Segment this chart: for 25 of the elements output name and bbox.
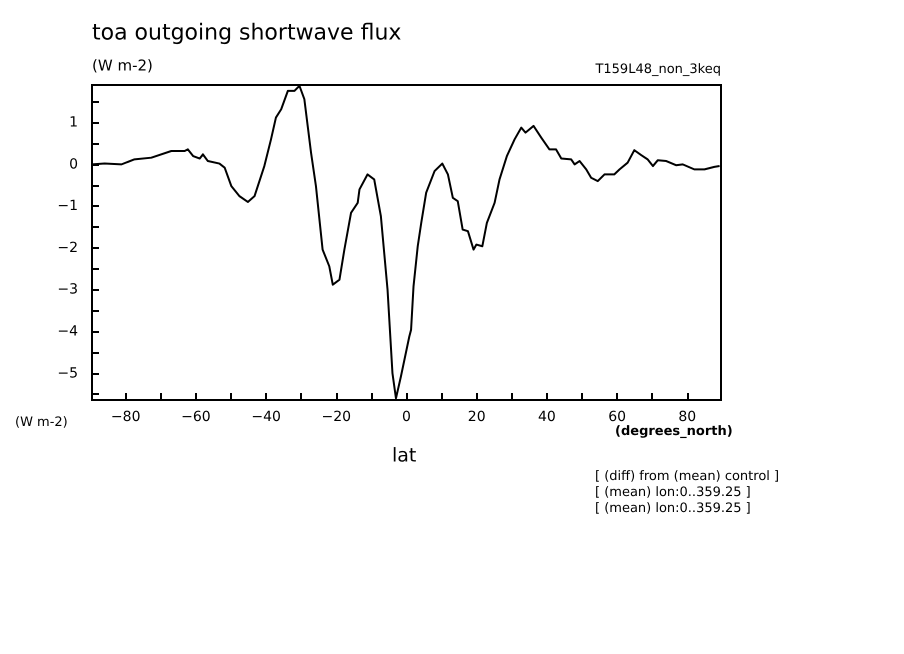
x-tick-label: 80 — [678, 409, 696, 425]
y-tick-label: −5 — [57, 365, 78, 382]
text: T159L48_non_3keq — [594, 62, 722, 77]
x-tick-label: 20 — [468, 409, 486, 425]
y-tick-label: −3 — [57, 282, 78, 298]
chart-subtitle: (W m-2) — [92, 56, 153, 74]
text: (degrees_north) — [615, 424, 733, 439]
x-tick-label: −60 — [181, 409, 211, 425]
x-tick-label: −20 — [322, 409, 352, 425]
x-tick-label: −40 — [251, 409, 281, 425]
chart-title: toa outgoing shortwave flux — [92, 20, 402, 46]
y-tick-label: 0 — [69, 156, 78, 172]
y-tick-label: −1 — [57, 198, 78, 214]
x-tick-label: 60 — [608, 409, 626, 425]
x-axis-title: lat — [392, 444, 416, 466]
text: [ (mean) lon:0..359.25 ] — [595, 485, 751, 500]
y-tick-label: −4 — [57, 323, 78, 340]
x-tick-label: 0 — [402, 409, 411, 425]
y-tick-label: 1 — [69, 114, 78, 131]
y-axis-title: (W m-2) — [15, 415, 68, 430]
x-tick-label: 40 — [538, 409, 556, 425]
x-tick-label: −80 — [110, 409, 140, 425]
text: [ (diff) from (mean) control ] — [595, 469, 780, 484]
y-tick-label: −2 — [57, 240, 78, 256]
text: [ (mean) lon:0..359.25 ] — [595, 501, 751, 516]
